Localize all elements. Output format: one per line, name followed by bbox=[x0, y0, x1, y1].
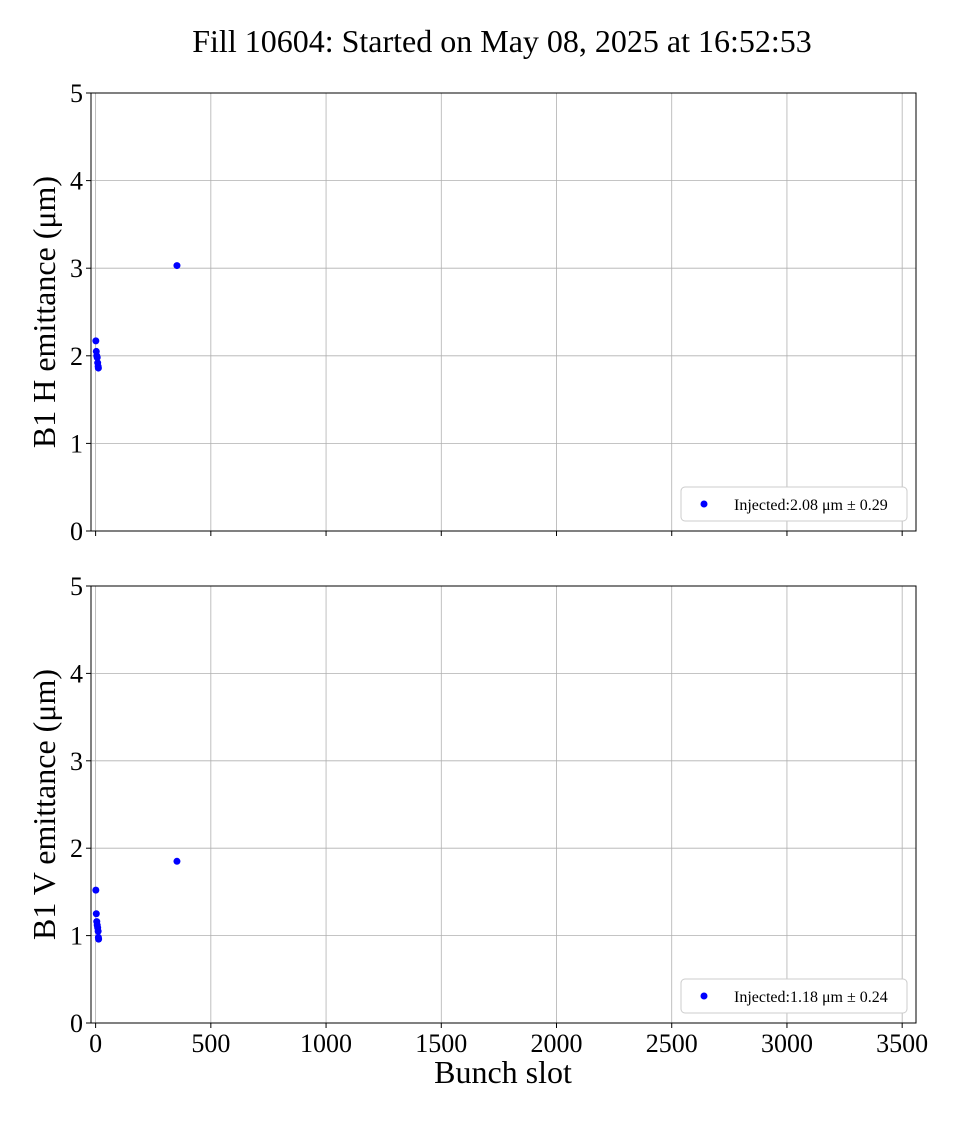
x-tick-label: 1500 bbox=[415, 1029, 467, 1058]
legend-label: Injected:2.08 μm ± 0.29 bbox=[734, 497, 888, 514]
y-axis-label: B1 H emittance (μm) bbox=[26, 176, 62, 448]
data-point bbox=[173, 262, 181, 270]
panel-1: 0 1 2 3 4 5 B1 H emittance (μm) Injected:2.08 μ… bbox=[26, 79, 917, 546]
y-tick-label: 0 bbox=[70, 1009, 83, 1038]
y-tick-label: 4 bbox=[70, 659, 83, 688]
y-tick-label: 3 bbox=[70, 254, 83, 283]
y-tick-label: 1 bbox=[70, 429, 83, 458]
x-tick-label: 3500 bbox=[876, 1029, 928, 1058]
x-tick-label: 0 bbox=[89, 1029, 102, 1058]
legend: Injected:1.18 μm ± 0.24 bbox=[680, 978, 908, 1014]
y-tick-label: 5 bbox=[70, 572, 83, 601]
plot-frame bbox=[90, 585, 917, 1024]
y-tick-label: 2 bbox=[70, 342, 83, 371]
y-tick-label: 0 bbox=[70, 517, 83, 546]
data-point bbox=[92, 910, 100, 918]
x-tick-label: 500 bbox=[191, 1029, 230, 1058]
x-tick-label: 2000 bbox=[531, 1029, 583, 1058]
data-point bbox=[92, 337, 100, 345]
y-axis-label: B1 V emittance (μm) bbox=[26, 669, 62, 940]
legend-box bbox=[680, 978, 908, 1014]
plot-frame bbox=[90, 92, 917, 532]
data-point bbox=[93, 354, 101, 362]
legend-box bbox=[680, 486, 908, 522]
y-tick-label: 5 bbox=[70, 79, 83, 108]
legend: Injected:2.08 μm ± 0.29 bbox=[680, 486, 908, 522]
y-tick-label: 2 bbox=[70, 834, 83, 863]
y-tick-label: 3 bbox=[70, 747, 83, 776]
x-tick-label: 3000 bbox=[761, 1029, 813, 1058]
data-point bbox=[94, 364, 102, 372]
legend-marker bbox=[700, 992, 708, 1000]
data-point bbox=[94, 927, 102, 935]
y-tick-label: 1 bbox=[70, 922, 83, 951]
data-point bbox=[95, 935, 103, 943]
x-tick-label: 2500 bbox=[646, 1029, 698, 1058]
y-tick-label: 4 bbox=[70, 167, 83, 196]
chart-title: Fill 10604: Started on May 08, 2025 at 1… bbox=[192, 23, 812, 59]
legend-marker bbox=[700, 500, 708, 508]
x-axis-label: Bunch slot bbox=[434, 1054, 572, 1090]
x-tick-label: 1000 bbox=[300, 1029, 352, 1058]
panel-2: 0 500 1000 1500 2000 2500 3000 3500 0 1 2 3 4 5 B1 V e… bbox=[26, 572, 928, 1058]
data-point bbox=[92, 886, 100, 894]
data-point bbox=[173, 857, 181, 865]
legend-label: Injected:1.18 μm ± 0.24 bbox=[734, 989, 888, 1006]
